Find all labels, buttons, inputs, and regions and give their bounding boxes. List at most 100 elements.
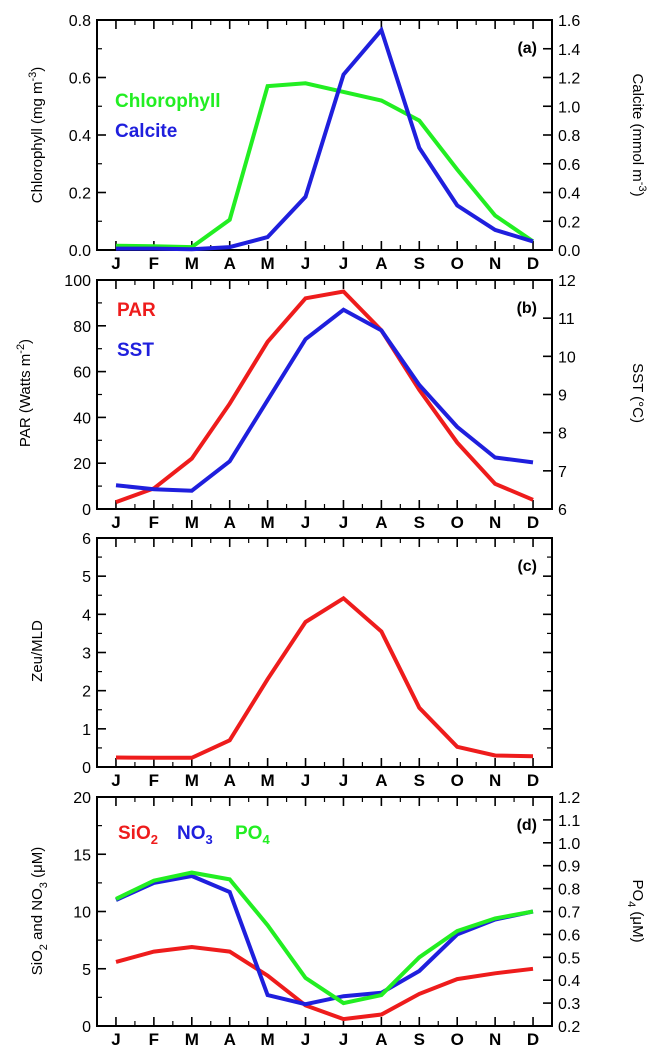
y2-tick-label: 0.6 xyxy=(558,927,580,944)
x-tick-label: S xyxy=(414,771,425,790)
x-tick-label: J xyxy=(111,1030,120,1048)
y2-tick-label: 0.4 xyxy=(558,186,580,203)
panel-label-b: (b) xyxy=(517,300,537,317)
y-tick-label: 5 xyxy=(82,962,91,979)
y2-tick-label: 0.4 xyxy=(558,973,580,990)
y2-tick-label: 0.8 xyxy=(558,128,580,145)
y-tick-label: 0.2 xyxy=(69,186,91,203)
x-tick-label: D xyxy=(527,771,539,790)
y-tick-label: 0.8 xyxy=(69,13,91,30)
x-tick-label: O xyxy=(451,1030,464,1048)
x-tick-label: A xyxy=(375,513,387,532)
legend-chlorophyll: Chlorophyll xyxy=(115,91,221,112)
x-tick-label: O xyxy=(451,513,464,532)
x-tick-label: N xyxy=(489,771,501,790)
x-tick-label: D xyxy=(527,1030,539,1048)
x-tick-label: J xyxy=(111,513,120,532)
y2-tick-label: 0.2 xyxy=(558,214,580,231)
panel-label-d: (d) xyxy=(517,817,537,834)
x-tick-label: A xyxy=(224,254,236,273)
y-tick-label: 0.0 xyxy=(69,243,91,260)
y2-tick-label: 0.9 xyxy=(558,859,580,876)
x-tick-label: J xyxy=(339,1030,348,1048)
y2-tick-label: 0.8 xyxy=(558,882,580,899)
series-line-d-2 xyxy=(115,870,534,1006)
y2-tick-label: 0.6 xyxy=(558,157,580,174)
x-tick-label: J xyxy=(339,513,348,532)
panels: J F M A M J J A S O N D 0.0 0.2 0.4 0.6 0.8 0.0 0.2 0.4 0.6 0… xyxy=(64,13,580,1048)
y2-tick-label: 0.7 xyxy=(558,905,580,922)
x-tick-label: J xyxy=(111,254,120,273)
series-line-a-0 xyxy=(115,81,535,250)
ylabel-c: Zeu/MLD xyxy=(29,620,46,682)
legend-par: PAR xyxy=(117,300,156,321)
x-tick-label: M xyxy=(261,771,275,790)
panel-label-a: (a) xyxy=(517,40,537,57)
x-tick-label: M xyxy=(261,513,275,532)
legend-a: Chlorophyll Calcite xyxy=(115,91,221,142)
x-tick-label: J xyxy=(301,513,310,532)
y-tick-label: 0.4 xyxy=(69,128,91,145)
x-tick-label: N xyxy=(489,513,501,532)
y-tick-label: 0.6 xyxy=(69,71,91,88)
series-line-d-0 xyxy=(115,944,534,1022)
y2-tick-label: 11 xyxy=(558,311,575,328)
x-tick-label: A xyxy=(375,1030,387,1048)
series-line-b-1 xyxy=(115,307,534,493)
y-tick-label: 20 xyxy=(73,456,91,473)
y2-tick-label: 6 xyxy=(558,502,567,519)
ylabel-b: PAR (Watts m-2) xyxy=(15,339,34,447)
panel-b: J F M A M J J A S O N D 0 20 40 60 80 100 6 7 8 9 10 11 12 (b) xyxy=(64,273,576,532)
legend-sst: SST xyxy=(117,340,154,361)
y2label-b: SST (°C) xyxy=(629,363,646,423)
y-tick-label: 0 xyxy=(82,760,91,777)
y2-tick-label: 7 xyxy=(558,464,567,481)
y-tick-label: 0 xyxy=(82,1019,91,1036)
y-tick-label: 3 xyxy=(82,646,91,663)
y2-tick-label: 9 xyxy=(558,388,567,405)
y2-tick-label: 0.2 xyxy=(558,1019,580,1036)
x-tick-label: N xyxy=(489,1030,501,1048)
series-line-a-1 xyxy=(116,26,534,252)
y-tick-label: 40 xyxy=(73,410,91,427)
y2-tick-label: 8 xyxy=(558,426,567,443)
y-tick-label: 2 xyxy=(82,684,91,701)
series-line-b-0 xyxy=(115,289,534,504)
x-tick-label: J xyxy=(301,1030,310,1048)
x-tick-label: J xyxy=(301,254,310,273)
y2-tick-label: 10 xyxy=(558,349,576,366)
panel-d: J F M A M J J A S O N D 0 5 10 15 20 0.2 0.3 0.4 0.5 0.6 0.7 0.… xyxy=(73,790,580,1048)
x-tick-label: J xyxy=(339,771,348,790)
panel-label-c: (c) xyxy=(517,558,537,575)
x-tick-label: F xyxy=(149,254,159,273)
y-tick-label: 4 xyxy=(82,607,91,624)
x-tick-label: M xyxy=(261,254,275,273)
y2-tick-label: 1.2 xyxy=(558,790,580,807)
y-tick-label: 10 xyxy=(73,905,91,922)
x-tick-label: S xyxy=(414,254,425,273)
y2-tick-label: 0.0 xyxy=(558,243,580,260)
legend-sio2: SiO2 xyxy=(118,823,158,847)
panel-a: J F M A M J J A S O N D 0.0 0.2 0.4 0.6 0.8 0.0 0.2 0.4 0.6 0… xyxy=(69,13,581,273)
x-tick-label: N xyxy=(489,254,501,273)
y2-tick-label: 1.4 xyxy=(558,42,580,59)
legend-calcite: Calcite xyxy=(115,121,177,142)
x-tick-label: F xyxy=(149,513,159,532)
x-tick-label: S xyxy=(414,1030,425,1048)
y-tick-label: 60 xyxy=(73,365,91,382)
x-tick-label: A xyxy=(224,771,236,790)
y-tick-label: 15 xyxy=(73,847,91,864)
x-tick-label: J xyxy=(301,771,310,790)
y2label-a: Calcite (mmol m-3) xyxy=(629,73,648,196)
y2-tick-label: 12 xyxy=(558,273,576,290)
y2-tick-label: 1.0 xyxy=(558,836,580,853)
x-tick-label: A xyxy=(375,771,387,790)
y2-tick-label: 1.0 xyxy=(558,99,580,116)
legend-b: PAR SST xyxy=(117,300,156,361)
x-tick-label: J xyxy=(339,254,348,273)
y2label-d: PO4 (μM) xyxy=(625,879,646,942)
y-tick-label: 0 xyxy=(82,502,91,519)
series-line-d-1 xyxy=(115,873,534,1007)
y2-tick-label: 0.5 xyxy=(558,950,580,967)
